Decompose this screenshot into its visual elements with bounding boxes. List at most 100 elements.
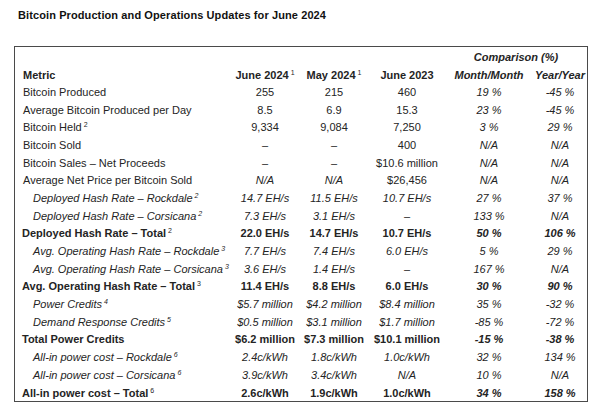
metrics-table: Comparison (%) Metric June 20241 May 202… xyxy=(15,47,587,401)
june-2023-value: – xyxy=(369,207,445,225)
comparison-header-row: Comparison (%) xyxy=(15,47,587,67)
may-2024-value: 14.7 EH/s xyxy=(299,225,369,243)
june-2023-value: 10.7 EH/s xyxy=(369,225,445,243)
june-2024-value: 11.4 EH/s xyxy=(231,278,299,296)
june-2023-value: 400 xyxy=(369,136,445,154)
footnote-marker: 3 xyxy=(225,263,229,270)
year-year-value: N/A xyxy=(533,366,587,384)
year-year-value: N/A xyxy=(533,260,587,278)
metrics-table-container: Comparison (%) Metric June 20241 May 202… xyxy=(14,46,588,402)
year-year-value: 134 % xyxy=(533,348,587,366)
may-2024-value: 8.8 EH/s xyxy=(299,278,369,296)
metric-label: Average Bitcoin Produced per Day xyxy=(15,101,231,119)
june-2024-value: 3.9c/kWh xyxy=(231,366,299,384)
month-month-value: N/A xyxy=(445,171,533,189)
june-2023-value: $10.1 million xyxy=(369,331,445,349)
may-2024-value: 3.4c/kWh xyxy=(299,366,369,384)
table-row: Total Power Credits$6.2 million$7.3 mill… xyxy=(15,331,587,349)
year-year-value: 37 % xyxy=(533,189,587,207)
may-2024-value: – xyxy=(299,154,369,172)
june-2023-value: 15.3 xyxy=(369,101,445,119)
year-year-value: 29 % xyxy=(533,242,587,260)
june-2023-value: 460 xyxy=(369,83,445,101)
table-row: All-in power cost – Corsicana63.9c/kWh3.… xyxy=(15,366,587,384)
metric-label: Bitcoin Produced xyxy=(15,83,231,101)
metric-label: Bitcoin Held2 xyxy=(15,118,231,136)
month-month-value: 10 % xyxy=(445,366,533,384)
year-year-value: N/A xyxy=(533,207,587,225)
footnote-marker: 6 xyxy=(150,387,154,394)
table-row: Average Net Price per Bitcoin SoldN/AN/A… xyxy=(15,171,587,189)
june-2024-value: 8.5 xyxy=(231,101,299,119)
june-2024-value: – xyxy=(231,154,299,172)
column-header-row: Metric June 20241 May 20241 June 2023 Mo… xyxy=(15,67,587,83)
june-2024-value: 14.7 EH/s xyxy=(231,189,299,207)
column-header-june-2023-label: June 2023 xyxy=(380,69,433,81)
table-row: Power Credits4$5.7 million$4.2 million$8… xyxy=(15,295,587,313)
may-2024-value: N/A xyxy=(299,171,369,189)
year-year-value: -45 % xyxy=(533,101,587,119)
footnote-marker: 2 xyxy=(84,121,88,128)
june-2024-value: 7.7 EH/s xyxy=(231,242,299,260)
may-2024-value: 7.4 EH/s xyxy=(299,242,369,260)
table-row: Avg. Operating Hash Rate – Corsicana33.6… xyxy=(15,260,587,278)
year-year-value: 29 % xyxy=(533,118,587,136)
june-2024-value: – xyxy=(231,136,299,154)
june-2023-value: 6.0 EH/s xyxy=(369,242,445,260)
may-2024-value: 1.9c/kWh xyxy=(299,384,369,402)
june-2023-value: 10.7 EH/s xyxy=(369,189,445,207)
footnote-marker: 6 xyxy=(177,369,181,376)
month-month-value: N/A xyxy=(445,136,533,154)
footnote-marker: 6 xyxy=(174,351,178,358)
june-2024-value: 9,334 xyxy=(231,118,299,136)
footnote-marker: 3 xyxy=(197,280,201,287)
comparison-header: Comparison (%) xyxy=(445,47,587,67)
column-header-may-2024-label: May 2024 xyxy=(307,69,356,81)
metric-label: Deployed Hash Rate – Corsicana2 xyxy=(15,207,231,225)
month-month-value: 50 % xyxy=(445,225,533,243)
month-month-value: N/A xyxy=(445,154,533,172)
metric-label: Avg. Operating Hash Rate – Total3 xyxy=(15,278,231,296)
june-2024-value: 3.6 EH/s xyxy=(231,260,299,278)
month-month-value: -85 % xyxy=(445,313,533,331)
metric-label: All-in power cost – Total6 xyxy=(15,384,231,402)
page-title: Bitcoin Production and Operations Update… xyxy=(18,9,326,21)
june-2024-value: $6.2 million xyxy=(231,331,299,349)
year-year-value: N/A xyxy=(533,154,587,172)
month-month-value: 30 % xyxy=(445,278,533,296)
column-header-metric: Metric xyxy=(15,67,231,83)
may-2024-value: 6.9 xyxy=(299,101,369,119)
table-body: Bitcoin Produced25521546019 %-45 %Averag… xyxy=(15,83,587,401)
column-header-metric-label: Metric xyxy=(23,69,55,81)
year-year-value: -45 % xyxy=(533,83,587,101)
column-header-june-2023: June 2023 xyxy=(369,67,445,83)
month-month-value: 5 % xyxy=(445,242,533,260)
footnote-marker: 4 xyxy=(104,298,108,305)
table-row: Bitcoin Produced25521546019 %-45 % xyxy=(15,83,587,101)
metric-label: Deployed Hash Rate – Total2 xyxy=(15,225,231,243)
column-header-year-year: Year/Year xyxy=(533,67,587,83)
column-header-may-2024: May 20241 xyxy=(299,67,369,83)
year-year-value: -38 % xyxy=(533,331,587,349)
month-month-value: 35 % xyxy=(445,295,533,313)
month-month-value: 27 % xyxy=(445,189,533,207)
june-2023-value: 1.0c/kWh xyxy=(369,384,445,402)
may-2024-value: $3.1 million xyxy=(299,313,369,331)
june-2023-value: – xyxy=(369,260,445,278)
year-year-value: N/A xyxy=(533,171,587,189)
metric-label: All-in power cost – Rockdale6 xyxy=(15,348,231,366)
june-2023-value: N/A xyxy=(369,366,445,384)
month-month-value: 19 % xyxy=(445,83,533,101)
column-header-june-2024-label: June 2024 xyxy=(235,69,288,81)
june-2023-value: $10.6 million xyxy=(369,154,445,172)
month-month-value: 133 % xyxy=(445,207,533,225)
may-2024-value: 215 xyxy=(299,83,369,101)
table-row: Average Bitcoin Produced per Day8.56.915… xyxy=(15,101,587,119)
may-2024-value: 1.8c/kWh xyxy=(299,348,369,366)
may-2024-value: $7.3 million xyxy=(299,331,369,349)
june-2023-value: 1.0c/kWh xyxy=(369,348,445,366)
metric-label: Total Power Credits xyxy=(15,331,231,349)
june-2024-value: 2.6c/kWh xyxy=(231,384,299,402)
month-month-value: 167 % xyxy=(445,260,533,278)
june-2024-value: 255 xyxy=(231,83,299,101)
